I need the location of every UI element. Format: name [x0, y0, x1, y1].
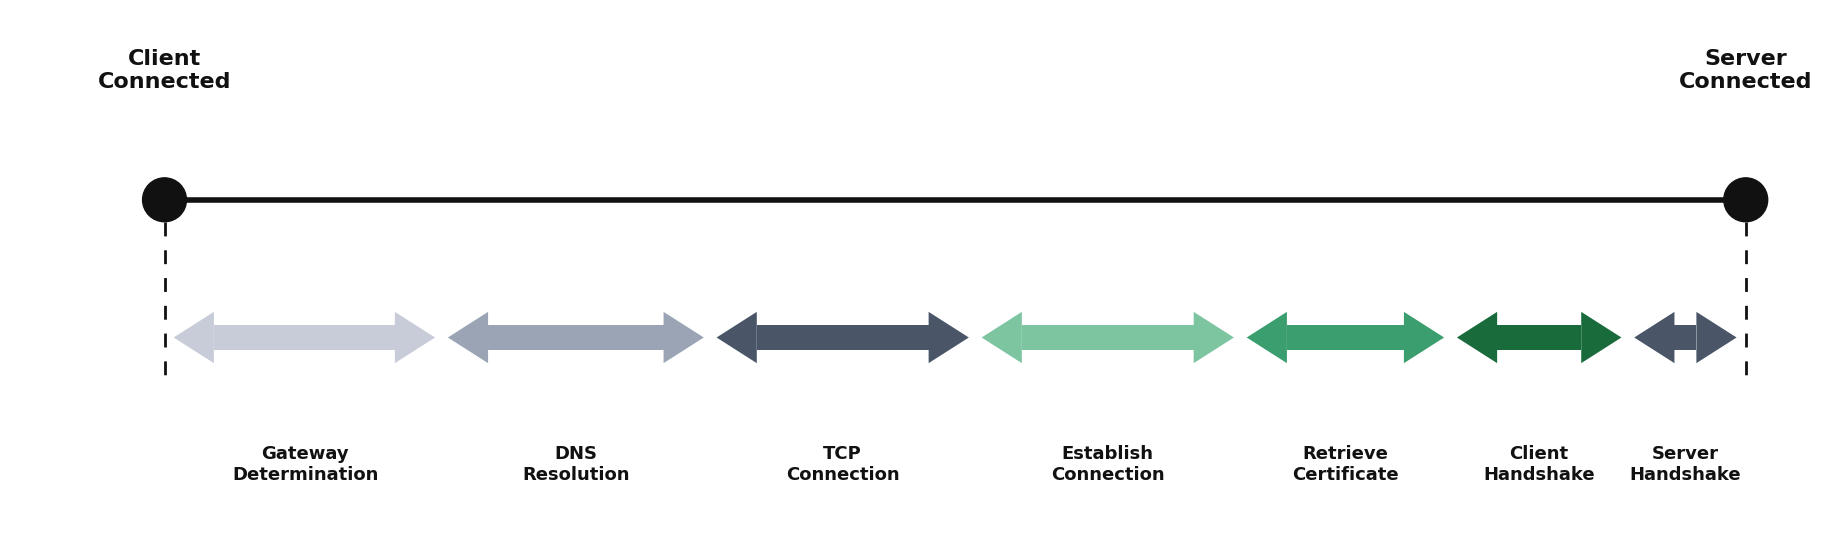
Ellipse shape — [143, 178, 186, 222]
FancyBboxPatch shape — [1674, 325, 1696, 350]
FancyBboxPatch shape — [1497, 325, 1581, 350]
Polygon shape — [1457, 312, 1497, 363]
Polygon shape — [717, 312, 757, 363]
Polygon shape — [1194, 312, 1234, 363]
Text: TCP
Connection: TCP Connection — [786, 445, 899, 484]
Text: Establish
Connection: Establish Connection — [1051, 445, 1164, 484]
Polygon shape — [664, 312, 704, 363]
Polygon shape — [982, 312, 1022, 363]
Polygon shape — [929, 312, 969, 363]
Text: Client
Handshake: Client Handshake — [1483, 445, 1596, 484]
FancyBboxPatch shape — [214, 325, 395, 350]
Text: Retrieve
Certificate: Retrieve Certificate — [1292, 445, 1398, 484]
Polygon shape — [1404, 312, 1444, 363]
Polygon shape — [1696, 312, 1737, 363]
Polygon shape — [1581, 312, 1621, 363]
Text: Server
Handshake: Server Handshake — [1629, 445, 1742, 484]
Polygon shape — [1634, 312, 1674, 363]
Text: Server
Connected: Server Connected — [1678, 49, 1813, 92]
FancyBboxPatch shape — [488, 325, 664, 350]
Ellipse shape — [1724, 178, 1768, 222]
Polygon shape — [395, 312, 435, 363]
Polygon shape — [448, 312, 488, 363]
Text: Client
Connected: Client Connected — [97, 49, 232, 92]
Text: Gateway
Determination: Gateway Determination — [232, 445, 378, 484]
Text: DNS
Resolution: DNS Resolution — [523, 445, 629, 484]
FancyBboxPatch shape — [757, 325, 929, 350]
FancyBboxPatch shape — [1287, 325, 1404, 350]
Polygon shape — [1247, 312, 1287, 363]
Polygon shape — [174, 312, 214, 363]
FancyBboxPatch shape — [1022, 325, 1194, 350]
